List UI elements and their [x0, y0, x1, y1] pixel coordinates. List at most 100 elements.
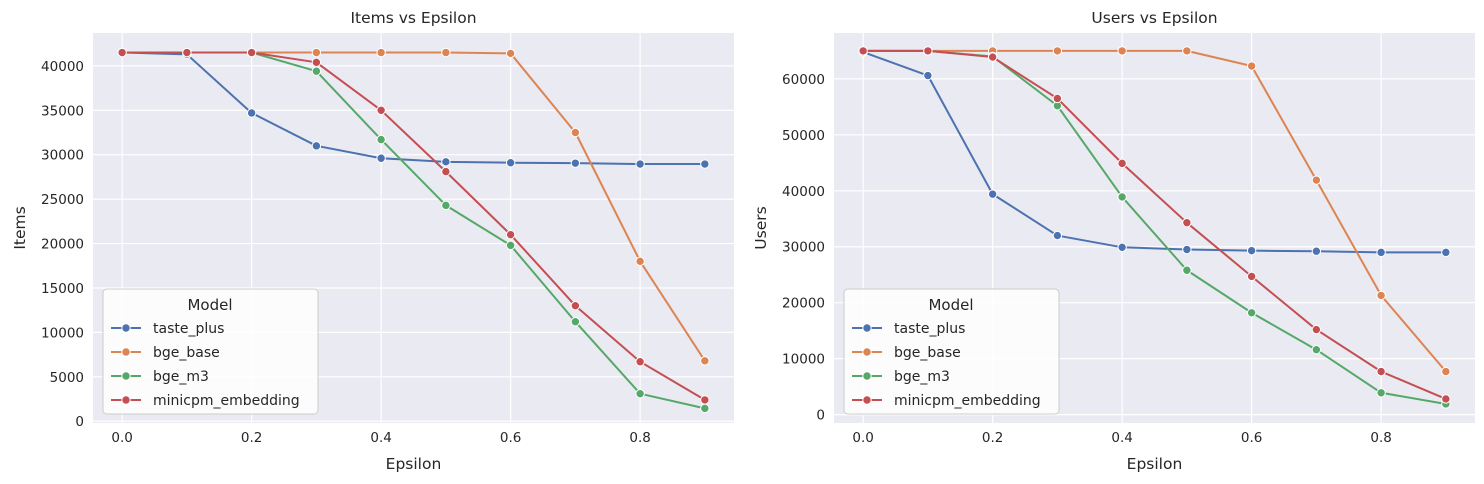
chart-title: Users vs Epsilon	[1091, 9, 1217, 27]
data-point	[505, 158, 516, 168]
data-point	[700, 159, 710, 169]
legend-entry: minicpm_embedding	[153, 393, 300, 409]
data-point	[1246, 271, 1257, 282]
data-point	[1052, 93, 1063, 104]
data-point	[700, 356, 710, 366]
data-point	[635, 357, 645, 367]
data-point	[570, 127, 581, 138]
y-axis-label: Items	[11, 206, 29, 249]
data-point	[311, 57, 322, 68]
y-tick-label: 35000	[41, 103, 84, 119]
data-point	[117, 47, 127, 58]
x-tick-label: 0.0	[852, 430, 873, 446]
data-point	[441, 200, 451, 211]
y-tick-label: 15000	[41, 281, 84, 297]
y-tick-label: 10000	[782, 352, 825, 368]
y-tick-label: 20000	[41, 237, 84, 253]
series-line	[862, 51, 1446, 254]
data-point	[1246, 308, 1257, 318]
series-line	[863, 49, 1447, 373]
y-tick-label: 5000	[50, 370, 84, 386]
data-point	[1117, 192, 1127, 202]
x-tick-label: 0.4	[370, 430, 391, 446]
legend-swatch-marker	[121, 347, 131, 357]
series-line	[122, 51, 705, 166]
data-point	[1311, 175, 1322, 185]
y-tick-label: 30000	[41, 148, 84, 164]
data-point	[635, 388, 645, 399]
chart-1: 0.0 0.2 0.4 0.6 0.8 0 10000 20000 30000 40000 5000…	[752, 9, 1475, 473]
data-point	[570, 301, 581, 311]
series-minicpm_embedding	[858, 46, 1451, 404]
x-tick-label: 0.6	[1241, 430, 1262, 446]
y-tick-label: 30000	[782, 240, 825, 256]
data-point	[923, 46, 933, 56]
data-point	[570, 158, 581, 168]
data-point	[1376, 388, 1386, 398]
data-point	[1182, 46, 1192, 56]
data-point	[376, 134, 386, 145]
data-point	[635, 159, 645, 169]
data-point	[987, 52, 998, 62]
legend-frame	[843, 288, 1060, 415]
data-point	[376, 47, 386, 58]
legend: Model taste_plus bge_base bge_m3 minicpm_emb…	[843, 288, 1060, 415]
data-point	[1052, 46, 1063, 56]
data-point	[1246, 61, 1257, 71]
data-point	[1311, 246, 1322, 256]
data-point	[246, 108, 257, 118]
x-tick-label: 0.8	[629, 430, 650, 446]
x-tick-label: 0.2	[982, 430, 1003, 446]
series-line	[122, 51, 706, 401]
data-point	[1376, 247, 1386, 258]
data-point	[1441, 394, 1451, 404]
x-tick-label: 0.0	[111, 430, 132, 446]
y-tick-label: 50000	[782, 128, 825, 144]
legend-frame	[102, 288, 319, 415]
data-point	[441, 157, 451, 167]
series-taste_plus	[858, 47, 1451, 258]
x-tick-label: 0.8	[1370, 430, 1391, 446]
data-point	[1117, 46, 1127, 56]
x-tick-label: 0.4	[1111, 430, 1132, 446]
data-point	[1052, 230, 1063, 241]
data-point	[1117, 158, 1127, 169]
data-point	[923, 70, 933, 81]
y-tick-label: 0	[816, 408, 825, 424]
legend-entry: bge_base	[153, 345, 220, 361]
data-point	[182, 47, 192, 58]
x-tick-label: 0.2	[241, 430, 262, 446]
data-point	[858, 46, 868, 56]
data-point	[1117, 242, 1127, 253]
data-point	[311, 141, 322, 151]
data-point	[441, 166, 451, 177]
legend-swatch-marker	[121, 323, 131, 333]
y-tick-label: 0	[75, 414, 84, 430]
data-point	[1182, 244, 1192, 255]
legend: Model taste_plus bge_base bge_m3 minicpm_emb…	[102, 288, 319, 415]
legend-entry: bge_m3	[153, 369, 209, 385]
data-point	[1376, 366, 1386, 377]
legend-swatch-marker	[862, 323, 872, 333]
data-point	[246, 47, 257, 58]
data-point	[1246, 245, 1257, 256]
legend-swatch-marker	[862, 347, 872, 357]
data-point	[1182, 217, 1192, 228]
chart-title: Items vs Epsilon	[350, 9, 476, 27]
data-point	[311, 47, 322, 58]
data-point	[700, 403, 710, 414]
data-point	[570, 317, 581, 327]
legend-entry: taste_plus	[894, 321, 965, 337]
y-tick-label: 10000	[41, 325, 84, 341]
data-point	[1441, 247, 1451, 258]
x-tick-label: 0.6	[500, 430, 521, 446]
legend-entry: taste_plus	[153, 321, 224, 337]
series-line	[863, 49, 1447, 400]
legend-swatch-marker	[862, 395, 872, 405]
data-point	[987, 189, 998, 199]
legend-entry: bge_base	[894, 345, 961, 361]
x-axis-label: Epsilon	[1127, 455, 1183, 473]
data-point	[1311, 324, 1322, 335]
data-point	[700, 395, 710, 405]
y-tick-label: 25000	[41, 192, 84, 208]
